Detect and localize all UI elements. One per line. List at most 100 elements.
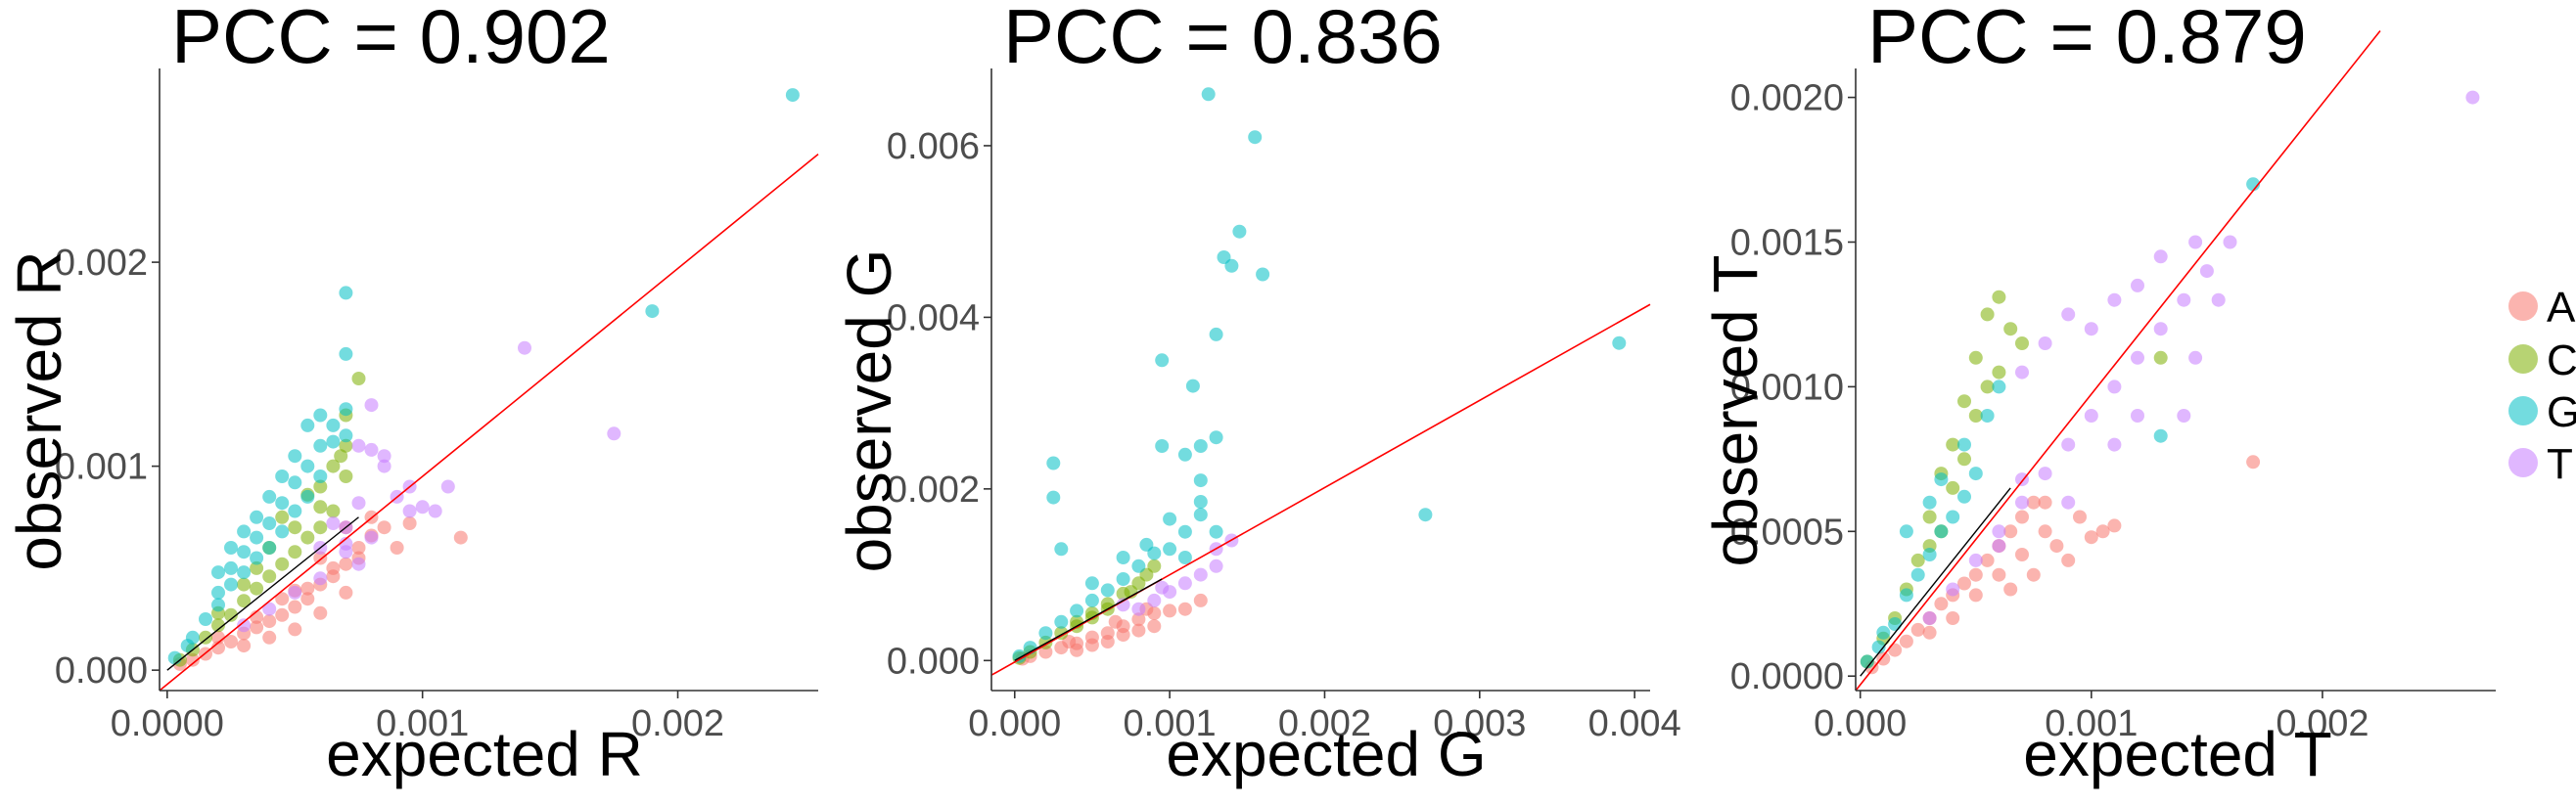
- data-point-C: [1992, 290, 2006, 304]
- y-tick-label: 0.004: [887, 297, 980, 338]
- y-tick-label: 0.0020: [1730, 78, 1844, 119]
- data-point-G: [339, 346, 353, 361]
- data-point-T: [2131, 409, 2144, 423]
- identity-line: [1860, 487, 2011, 677]
- data-point-A: [1131, 612, 1146, 627]
- data-point-G: [1038, 626, 1053, 641]
- data-point-A: [313, 605, 328, 620]
- data-point-T: [2153, 249, 2168, 264]
- legend-label: C: [2547, 336, 2576, 384]
- data-point-T: [2107, 380, 2122, 394]
- data-point-A: [211, 641, 225, 655]
- data-point-T: [364, 442, 379, 457]
- data-point-A: [275, 607, 290, 622]
- data-point-A: [1968, 567, 1983, 582]
- data-point-G: [237, 545, 252, 559]
- data-point-A: [1108, 614, 1123, 629]
- data-point-C: [351, 372, 366, 385]
- data-point-G: [300, 459, 315, 473]
- data-point-G: [313, 408, 328, 423]
- panel-1: PCC = 0.902 0.0000 0.001 0.0020.0000.0010.…: [4, 0, 819, 789]
- data-point-C: [1957, 452, 1971, 467]
- data-point-A: [300, 592, 315, 606]
- data-point-A: [1163, 604, 1177, 618]
- data-point-G: [250, 530, 264, 545]
- y-tick-label: 0.0000: [1730, 656, 1844, 697]
- panel-3: PCC = 0.879 0.000 0.001 0.0020.00000.00050…: [1700, 0, 2496, 789]
- data-point-T: [2177, 409, 2191, 423]
- data-point-A: [2038, 495, 2052, 510]
- data-point-G: [1248, 130, 1263, 145]
- data-point-T: [377, 459, 391, 473]
- data-point-C: [288, 520, 302, 535]
- data-point-G: [275, 524, 290, 539]
- data-point-C: [250, 581, 264, 596]
- data-point-G: [1418, 508, 1433, 522]
- data-point-G: [1968, 467, 1983, 481]
- data-point-G: [1177, 447, 1192, 462]
- identity-line: [1014, 578, 1163, 661]
- y-tick-label: 0.000: [55, 650, 148, 692]
- data-point-G: [1888, 617, 1903, 631]
- data-point-A: [2026, 567, 2041, 582]
- data-point-G: [1193, 508, 1208, 522]
- data-point-G: [1116, 551, 1130, 564]
- data-point-A: [275, 592, 290, 606]
- data-point-T: [2061, 437, 2076, 452]
- data-point-G: [250, 551, 264, 565]
- x-tick-label: 0.002: [2276, 703, 2369, 744]
- data-point-G: [313, 438, 328, 453]
- x-tick-label: 0.0000: [111, 703, 224, 744]
- data-point-A: [1968, 588, 1983, 603]
- data-point-G: [339, 286, 353, 300]
- data-point-A: [453, 530, 468, 545]
- data-point-G: [211, 565, 225, 580]
- data-point-C: [1957, 394, 1971, 409]
- data-point-T: [2188, 235, 2203, 249]
- legend-item: C: [2508, 336, 2576, 384]
- data-point-T: [2038, 467, 2052, 481]
- x-tick-label: 0.002: [631, 703, 724, 744]
- data-point-G: [645, 304, 660, 319]
- data-point-G: [1209, 327, 1223, 341]
- data-point-T: [364, 530, 379, 545]
- data-point-C: [1968, 350, 1983, 365]
- data-point-C: [224, 607, 238, 622]
- data-point-A: [1922, 625, 1937, 640]
- data-point-T: [402, 504, 417, 518]
- data-point-A: [2015, 510, 2029, 524]
- regression-line: [159, 153, 819, 692]
- data-point-T: [2199, 264, 2214, 279]
- data-point-C: [339, 470, 353, 483]
- data-point-A: [300, 581, 315, 596]
- data-point-T: [518, 340, 531, 355]
- y-tick-label: 0.006: [887, 126, 980, 167]
- legend-key-G: [2508, 396, 2538, 425]
- data-point-C: [2015, 336, 2029, 350]
- data-point-A: [1177, 602, 1192, 616]
- data-point-T: [2465, 90, 2480, 105]
- data-point-C: [1946, 437, 1960, 452]
- data-point-T: [2131, 350, 2144, 365]
- data-point-C: [313, 500, 328, 514]
- regression-line: [990, 303, 1651, 676]
- data-point-A: [1934, 597, 1949, 611]
- data-point-A: [1131, 623, 1146, 638]
- data-point-A: [1876, 651, 1891, 666]
- data-point-T: [2188, 350, 2203, 365]
- data-point-G: [1139, 537, 1154, 552]
- data-point-G: [262, 541, 277, 555]
- scatter-points: [1012, 87, 1627, 666]
- data-point-G: [1209, 430, 1223, 445]
- data-point-T: [326, 516, 341, 530]
- y-tick-label: 0.000: [887, 641, 980, 682]
- data-point-C: [1980, 307, 1995, 322]
- legend-item: T: [2508, 440, 2573, 488]
- data-point-G: [1612, 335, 1627, 350]
- data-point-T: [440, 479, 455, 494]
- legend-label: G: [2547, 388, 2576, 436]
- x-axis-title: expected T: [2023, 719, 2331, 789]
- data-point-C: [313, 520, 328, 535]
- data-point-G: [1957, 489, 1971, 504]
- legend-item: G: [2508, 388, 2576, 436]
